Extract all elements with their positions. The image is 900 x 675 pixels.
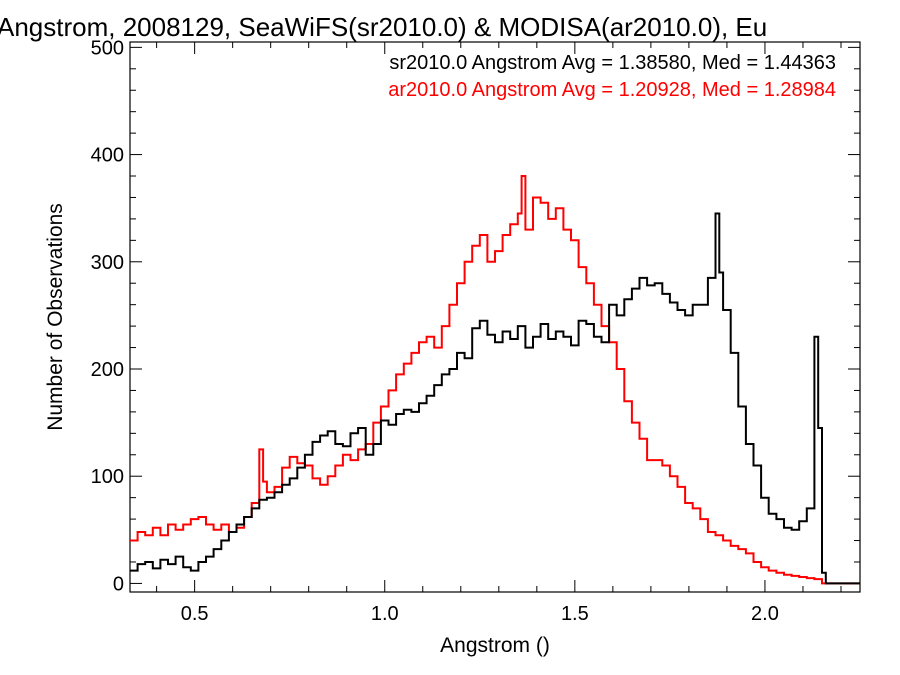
annotation-ar2010: ar2010.0 Angstrom Avg = 1.20928, Med = 1… xyxy=(388,79,836,101)
x-axis-label: Angstrom () xyxy=(440,634,550,657)
x-tick-label: 0.5 xyxy=(181,603,209,625)
y-tick-label: 0 xyxy=(113,573,124,595)
y-axis: 0 100 200 300 400 500 xyxy=(91,37,860,595)
y-axis-label: Number of Observations xyxy=(44,203,67,431)
x-tick-label: 1.5 xyxy=(561,603,589,625)
x-axis: 0.5 1.0 1.5 2.0 xyxy=(156,42,842,625)
annotation-sr2010: sr2010.0 Angstrom Avg = 1.38580, Med = 1… xyxy=(389,52,836,74)
y-tick-label: 300 xyxy=(91,252,124,274)
y-tick-label: 200 xyxy=(91,359,124,381)
x-tick-label: 1.0 xyxy=(371,603,399,625)
series-sr2010-line xyxy=(130,212,860,585)
chart-title: Angstrom, 2008129, SeaWiFS(sr2010.0) & M… xyxy=(0,12,767,42)
y-tick-label: 100 xyxy=(91,466,124,488)
y-tick-label: 500 xyxy=(91,37,124,59)
plot-frame xyxy=(129,41,861,593)
series-layer xyxy=(130,175,860,585)
series-ar2010-line xyxy=(130,175,860,585)
y-tick-label: 400 xyxy=(91,145,124,167)
x-tick-label: 2.0 xyxy=(751,603,779,625)
